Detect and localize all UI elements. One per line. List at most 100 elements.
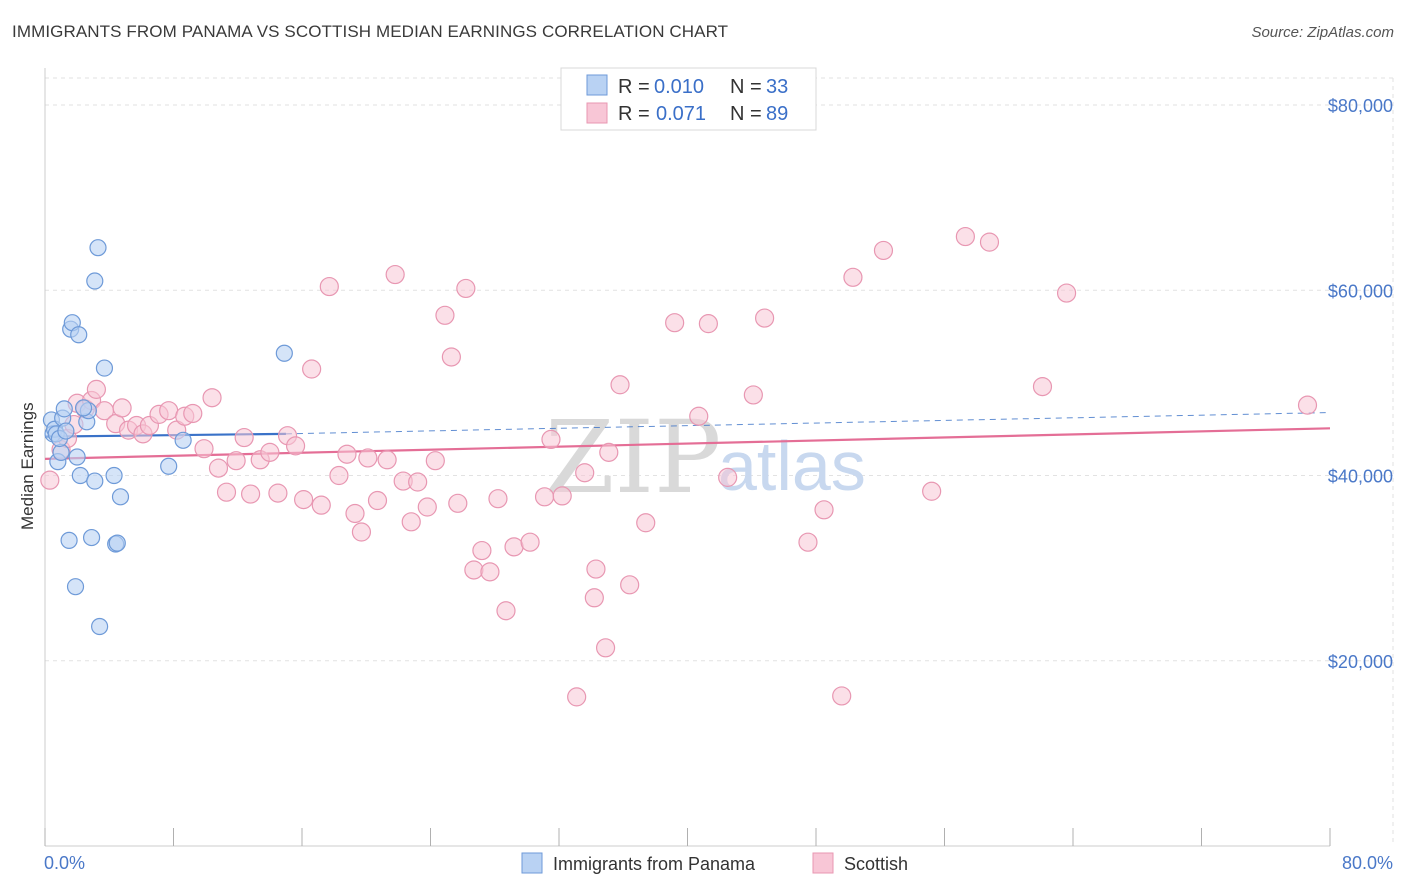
point-panama-14 [71, 466, 89, 485]
point-scottish-72 [665, 313, 685, 333]
point-scottish-76 [743, 385, 763, 405]
point-panama-11 [66, 578, 85, 596]
point-scottish-60 [534, 487, 555, 507]
x-tick-labels: 0.0% 80.0% [44, 853, 1393, 873]
point-panama-31 [57, 422, 75, 440]
data-points [40, 226, 1318, 707]
point-scottish-31 [285, 436, 306, 456]
point-scottish-80 [832, 686, 852, 706]
point-scottish-62 [552, 486, 572, 506]
point-scottish-22 [208, 458, 229, 478]
point-scottish-33 [302, 359, 322, 379]
point-scottish-66 [586, 559, 606, 579]
point-panama-25 [111, 488, 130, 506]
point-scottish-0 [40, 470, 60, 490]
point-scottish-77 [754, 308, 775, 328]
point-panama-27 [174, 431, 192, 449]
point-scottish-21 [202, 388, 222, 408]
point-scottish-38 [345, 503, 365, 524]
point-scottish-51 [448, 493, 468, 513]
point-scottish-16 [159, 401, 179, 421]
point-scottish-10 [112, 398, 132, 418]
point-scottish-23 [216, 482, 237, 502]
point-scottish-26 [241, 484, 261, 504]
point-scottish-45 [401, 512, 421, 532]
y-tick-label-3: $80,000 [1328, 96, 1393, 116]
point-scottish-46 [408, 472, 428, 492]
point-panama-19 [89, 239, 107, 257]
point-scottish-24 [226, 451, 246, 471]
point-scottish-19 [183, 403, 203, 424]
point-scottish-39 [351, 522, 372, 542]
y-tick-label-1: $40,000 [1328, 467, 1393, 487]
point-panama-29 [86, 272, 104, 290]
point-scottish-78 [798, 532, 818, 552]
y-tick-labels: $20,000 $40,000 $60,000 $80,000 [1328, 96, 1393, 672]
legend-n-value-0: 33 [766, 76, 788, 98]
y-tick-label-2: $60,000 [1328, 281, 1393, 301]
point-scottish-56 [488, 489, 508, 509]
point-scottish-85 [979, 232, 1000, 252]
point-scottish-58 [504, 537, 524, 557]
series-legend-swatch-scottish [812, 852, 834, 874]
legend-swatch-panama [586, 74, 608, 96]
point-panama-21 [95, 359, 114, 377]
point-scottish-54 [472, 540, 492, 561]
point-panama-7 [55, 400, 73, 418]
point-panama-22 [105, 466, 123, 485]
point-scottish-87 [1056, 283, 1077, 303]
point-scottish-35 [319, 276, 339, 297]
trend-line-panama-extended [285, 412, 1331, 435]
point-scottish-49 [435, 305, 455, 325]
point-scottish-59 [520, 532, 540, 552]
point-scottish-81 [843, 267, 863, 287]
point-scottish-71 [636, 513, 656, 533]
point-panama-28 [275, 344, 293, 362]
point-scottish-75 [718, 467, 738, 487]
point-panama-17 [82, 528, 101, 547]
legend-r-label-1: R = [618, 103, 650, 125]
series-legend-label-scottish: Scottish [844, 854, 908, 874]
legend-n-label-0: N = [730, 76, 762, 98]
point-scottish-52 [456, 278, 476, 299]
point-scottish-41 [367, 490, 388, 511]
legend-r-value-0: 0.010 [654, 76, 704, 98]
point-panama-32 [74, 399, 93, 417]
point-scottish-53 [464, 560, 484, 580]
legend-swatch-scottish [586, 102, 608, 124]
legend-r-value-1: 0.071 [656, 103, 706, 125]
point-scottish-20 [194, 439, 214, 459]
point-scottish-29 [268, 483, 288, 503]
point-scottish-83 [922, 481, 942, 501]
point-scottish-32 [294, 490, 314, 510]
point-scottish-69 [610, 375, 630, 395]
point-scottish-74 [698, 314, 718, 334]
point-scottish-63 [567, 687, 587, 707]
point-panama-8 [60, 531, 78, 549]
point-scottish-82 [873, 240, 894, 261]
point-scottish-57 [496, 601, 516, 621]
point-scottish-55 [480, 562, 500, 582]
point-scottish-73 [689, 406, 709, 426]
point-scottish-37 [337, 444, 357, 464]
point-scottish-64 [575, 463, 595, 483]
point-scottish-84 [955, 226, 975, 247]
point-scottish-79 [814, 500, 834, 520]
chart-source: Source: ZipAtlas.com [1251, 24, 1394, 41]
point-scottish-42 [377, 450, 397, 470]
point-scottish-48 [425, 451, 445, 471]
legend-r-label-0: R = [618, 76, 650, 98]
point-scottish-25 [234, 427, 254, 448]
point-panama-18 [86, 472, 104, 490]
legend-n-label-1: N = [730, 103, 762, 125]
legend-n-value-1: 89 [766, 103, 788, 125]
correlation-legend: R = 0.010 N = 33 R = 0.071 N = 89 [560, 67, 817, 131]
point-panama-20 [91, 617, 109, 636]
y-tick-label-0: $20,000 [1328, 652, 1393, 672]
watermark-atlas: atlas [718, 427, 866, 505]
point-scottish-50 [441, 347, 461, 367]
point-scottish-86 [1032, 377, 1053, 397]
axes [44, 68, 1331, 847]
point-scottish-28 [260, 442, 280, 462]
